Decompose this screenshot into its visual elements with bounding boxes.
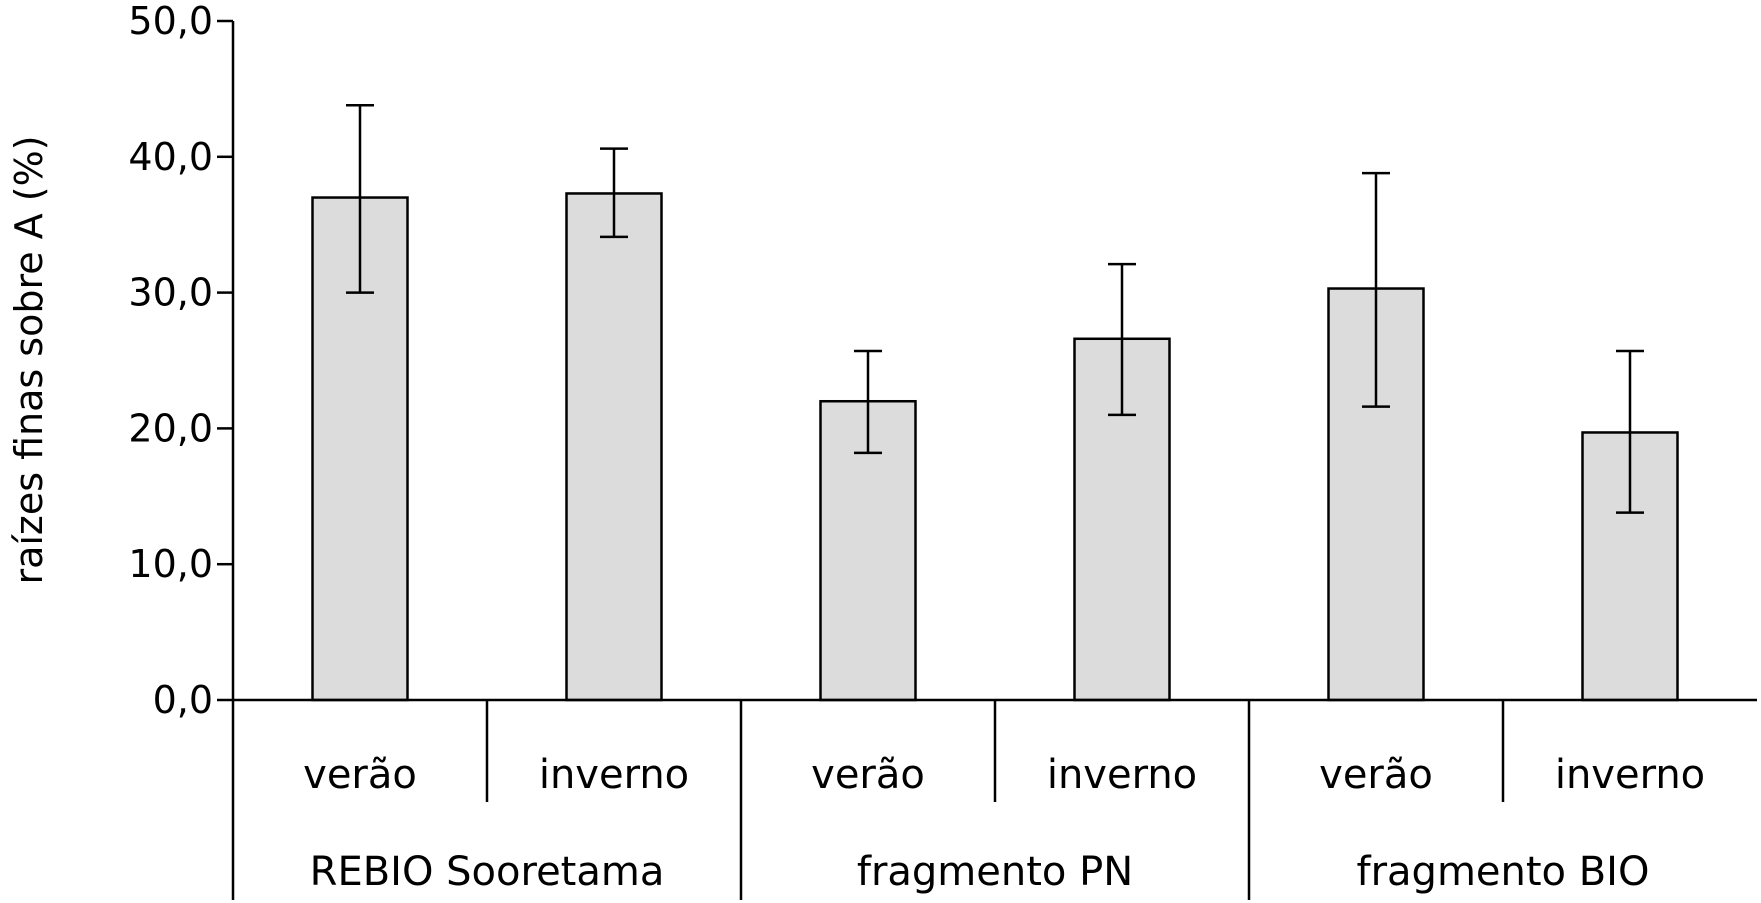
y-tick-label: 10,0 (128, 542, 213, 586)
category-label: inverno (1555, 752, 1705, 798)
category-label: verão (811, 752, 925, 798)
bars (311, 192, 1679, 702)
y-tick-label: 30,0 (128, 271, 213, 315)
y-tick-label: 20,0 (128, 406, 213, 450)
category-label: verão (303, 752, 417, 798)
y-tick-label: 50,0 (128, 0, 213, 43)
error-bars (346, 103, 1644, 514)
bar (565, 192, 663, 702)
y-tick-label: 40,0 (128, 135, 213, 179)
group-label: fragmento PN (857, 849, 1133, 895)
group-label: REBIO Sooretama (310, 849, 665, 895)
x-axis: verão inverno verão inverno verão inverno REBI… (231, 698, 1757, 900)
category-label: inverno (1047, 752, 1197, 798)
group-label: fragmento BIO (1357, 849, 1650, 895)
category-label: inverno (539, 752, 689, 798)
y-axis: 0,0 10,0 20,0 30,0 40,0 50,0 (128, 0, 235, 722)
category-label: verão (1319, 752, 1433, 798)
y-tick-label: 0,0 (153, 678, 213, 722)
y-axis-label: raízes finas sobre A (%) (7, 135, 51, 584)
